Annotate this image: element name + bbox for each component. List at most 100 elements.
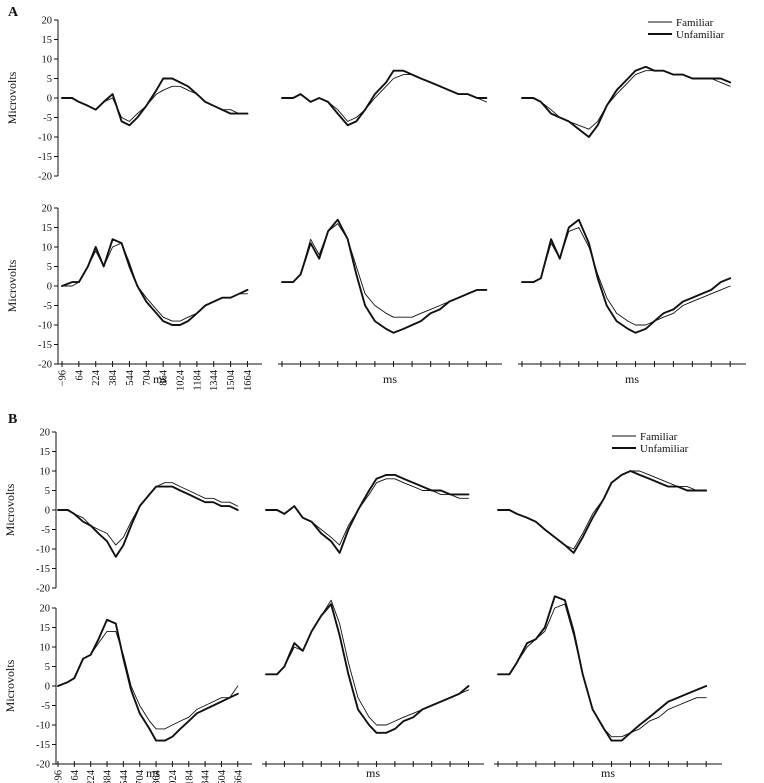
y-tick-label: -5 <box>43 113 52 124</box>
y-tick-label: 15 <box>42 35 53 46</box>
legend-label-familiar: Familiar <box>676 17 714 29</box>
y-tick-label: -20 <box>38 172 52 183</box>
y-tick-label: 20 <box>42 204 53 215</box>
y-tick-label: -15 <box>38 152 52 163</box>
y-tick-label: -20 <box>38 360 52 371</box>
series-line-unfamiliar <box>265 473 470 554</box>
x-tick-label: 1664 <box>243 369 254 391</box>
y-tick-label: -15 <box>36 564 50 575</box>
y-tick-label: 5 <box>47 262 52 273</box>
x-tick-label: 1184 <box>192 369 203 390</box>
x-tick-label: −96 <box>54 770 65 783</box>
y-tick-label: -5 <box>41 525 50 536</box>
erp-plot-a-0-2 <box>521 65 732 138</box>
series-line-unfamiliar <box>61 77 249 127</box>
y-tick-label: -10 <box>36 721 50 732</box>
x-tick-label: 384 <box>108 369 119 386</box>
series-line-unfamiliar <box>57 485 239 558</box>
y-axis: 20 15 10 5 0 -5 -10 -15 -20 Microvolts <box>5 16 59 183</box>
y-tick-label: 15 <box>40 447 51 458</box>
series-line-familiar <box>57 482 239 546</box>
x-axis: −96 64 224 384 544 704 864 1024 1184 1344 1504 1664… <box>54 761 252 783</box>
y-tick-label: -10 <box>38 133 52 144</box>
x-tick-label: 1344 <box>201 769 212 783</box>
series-line-unfamiliar <box>265 603 470 734</box>
x-axis-label: ms <box>601 766 615 780</box>
x-axis-label: ms <box>146 766 160 780</box>
y-tick-label: 20 <box>40 428 51 439</box>
series-line-familiar <box>497 470 707 550</box>
y-axis: 20 15 10 5 0 -5 -10 -15 -20 Microvolts <box>5 204 59 371</box>
x-tick-label: 864 <box>159 369 170 386</box>
x-tick-label: 1504 <box>226 369 237 391</box>
x-tick-label: 704 <box>135 769 146 783</box>
series-line-familiar <box>265 478 469 546</box>
y-tick-label: 20 <box>40 604 51 615</box>
x-tick-label: 1184 <box>184 769 195 783</box>
erp-plot-a-1-2 <box>521 218 732 334</box>
erp-plot-b-0-0 <box>57 482 239 558</box>
x-tick-label: 64 <box>70 769 81 780</box>
x-tick-label: 544 <box>119 769 130 783</box>
series-line-familiar <box>281 74 487 122</box>
panel-letter: A <box>8 5 19 20</box>
series-line-unfamiliar <box>497 470 708 554</box>
x-tick-label: 1504 <box>217 769 228 783</box>
y-tick-label: 0 <box>45 682 50 693</box>
x-tick-label: 384 <box>103 769 114 783</box>
x-tick-label: 1024 <box>176 369 187 391</box>
x-tick-label: 1024 <box>168 769 179 783</box>
y-tick-label: 10 <box>42 55 53 66</box>
erp-plot-a-0-1 <box>281 69 488 127</box>
erp-plot-b-0-1 <box>265 473 470 554</box>
x-tick-label: −96 <box>58 370 69 386</box>
series-line-familiar <box>497 603 707 738</box>
series-line-unfamiliar <box>497 595 708 742</box>
x-tick-label: 704 <box>142 369 153 386</box>
y-tick-label: -5 <box>43 301 52 312</box>
series-line-unfamiliar <box>61 238 249 326</box>
series-line-unfamiliar <box>521 65 732 138</box>
y-axis-label: Microvolts <box>3 483 17 536</box>
x-tick-label: 1664 <box>233 769 244 783</box>
erp-plot-a-1-0 <box>61 238 249 326</box>
x-axis: ms <box>494 761 722 780</box>
x-tick-label: 864 <box>152 769 163 783</box>
series-line-unfamiliar <box>57 618 239 742</box>
erp-plot-b-1-0 <box>57 618 239 742</box>
series-line-familiar <box>265 599 469 726</box>
y-tick-label: 10 <box>40 467 51 478</box>
y-tick-label: -20 <box>36 584 50 595</box>
y-tick-label: 15 <box>42 223 53 234</box>
y-tick-label: 20 <box>42 16 53 27</box>
panel-letter: B <box>8 412 17 427</box>
y-tick-label: 5 <box>45 486 50 497</box>
y-axis: 20 15 10 5 0 -5 -10 -15 -20 Microvolts <box>3 604 57 771</box>
x-tick-label: 224 <box>86 769 97 783</box>
x-axis-label: ms <box>383 372 397 386</box>
y-axis-label: Microvolts <box>3 659 17 712</box>
y-axis: 20 15 10 5 0 -5 -10 -15 -20 Microvolts <box>3 428 57 595</box>
series-line-unfamiliar <box>281 218 488 334</box>
y-axis-label: Microvolts <box>5 259 19 312</box>
y-tick-label: 10 <box>40 643 51 654</box>
y-tick-label: -10 <box>38 321 52 332</box>
y-tick-label: 0 <box>45 506 50 517</box>
x-axis: ms <box>278 361 502 386</box>
y-tick-label: -5 <box>41 701 50 712</box>
y-tick-label: -20 <box>36 760 50 771</box>
erp-plot-b-1-1 <box>265 599 470 734</box>
x-axis: −96 64 224 384 544 704 864 1024 1184 1344 1504 1664… <box>58 361 262 391</box>
series-line-familiar <box>61 242 248 322</box>
series-line-unfamiliar <box>521 218 732 334</box>
x-axis-label: ms <box>153 372 167 386</box>
series-line-unfamiliar <box>281 69 488 127</box>
x-axis: ms <box>518 361 746 386</box>
x-axis-label: ms <box>625 372 639 386</box>
y-tick-label: -15 <box>36 740 50 751</box>
